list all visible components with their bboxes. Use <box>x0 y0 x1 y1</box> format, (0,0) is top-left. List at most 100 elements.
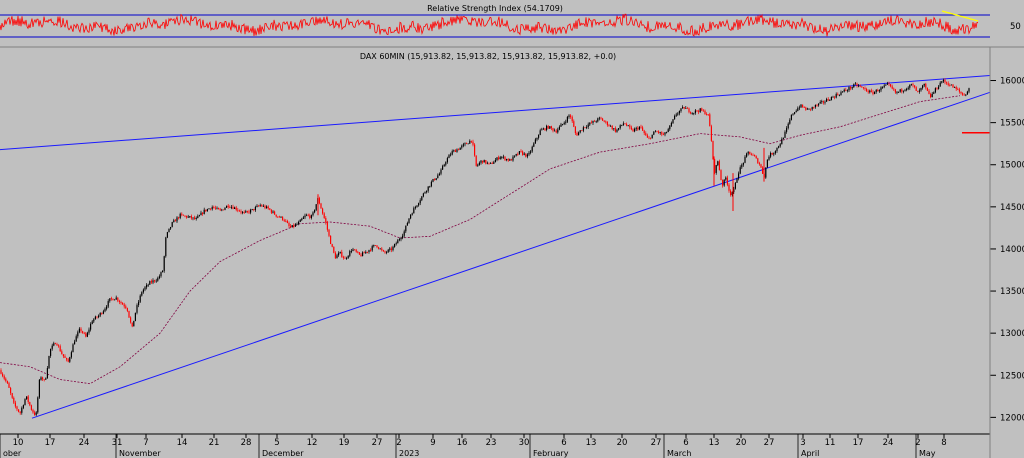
candle-body <box>606 121 608 126</box>
candle-body <box>827 99 829 101</box>
candle-body <box>837 94 839 95</box>
candle-body <box>570 115 572 117</box>
candle-body <box>582 127 584 131</box>
candle-body <box>142 289 144 293</box>
candle-body <box>949 85 951 86</box>
x-day-label: 27 <box>372 438 383 448</box>
candle-body <box>253 209 255 211</box>
candle-body <box>173 220 175 223</box>
candle-body <box>466 143 468 145</box>
y-tick-label: 12500 <box>1000 371 1024 381</box>
candle-body <box>722 180 724 186</box>
candle-body <box>277 216 279 218</box>
x-day-label: 9 <box>430 438 435 448</box>
x-month-label: March <box>667 449 691 458</box>
candle-body <box>750 154 752 156</box>
candle-body <box>219 209 221 211</box>
candle-body <box>814 105 816 108</box>
candle-body <box>514 155 516 157</box>
candle-body <box>774 151 776 154</box>
candle-body <box>264 205 266 209</box>
candle-body <box>501 157 503 158</box>
candle-body <box>427 186 429 191</box>
candle-body <box>366 251 368 253</box>
candle-body <box>938 86 940 89</box>
candle-body <box>960 91 962 94</box>
candle-body <box>405 225 407 232</box>
candle-body <box>917 91 919 92</box>
candle-body <box>413 208 415 214</box>
candle-body <box>59 346 61 352</box>
candle-body <box>898 91 900 93</box>
candle-body <box>878 90 880 92</box>
x-day-label: 10 <box>13 438 24 448</box>
candle-body <box>144 287 146 290</box>
candle-body <box>48 356 50 369</box>
candle-body <box>565 121 567 123</box>
candle-body <box>726 177 728 185</box>
candle-body <box>720 170 722 180</box>
candle-body <box>395 243 397 244</box>
candle-body <box>909 84 911 88</box>
candle-body <box>664 132 666 135</box>
candle-body <box>933 92 935 94</box>
candle-body <box>197 216 199 218</box>
candle-body <box>546 125 548 130</box>
candle-body <box>310 215 312 218</box>
candle-body <box>922 85 924 88</box>
candle-body <box>349 251 351 256</box>
candle-body <box>82 331 84 333</box>
candle-body <box>154 280 156 282</box>
candle-body <box>445 162 447 165</box>
candle-body <box>250 209 252 213</box>
x-day-label: 13 <box>709 438 720 448</box>
candle-body <box>757 158 759 164</box>
candle-body <box>168 228 170 233</box>
candle-body <box>318 198 320 204</box>
candle-body <box>128 310 130 318</box>
x-month-label: November <box>119 449 161 458</box>
candle-body <box>491 163 493 164</box>
candle-body <box>370 250 372 251</box>
x-month-label: ober <box>3 449 22 458</box>
candle-body <box>381 248 383 251</box>
candle-body <box>914 85 916 88</box>
candle-body <box>882 87 884 88</box>
candle-body <box>213 207 215 208</box>
candle-body <box>472 141 474 145</box>
candle-body <box>666 132 668 133</box>
candle-body <box>586 127 588 128</box>
candle-body <box>645 133 647 136</box>
candle-body <box>256 205 258 207</box>
candle-body <box>24 399 26 406</box>
candle-body <box>680 108 682 112</box>
candle-body <box>110 298 112 300</box>
candle-body <box>438 173 440 176</box>
candle-body <box>62 354 64 357</box>
candle-body <box>278 216 280 218</box>
candle-body <box>587 124 589 127</box>
candle-body <box>2 373 4 377</box>
candle-body <box>130 317 132 323</box>
x-month-label: 2023 <box>399 449 419 458</box>
candle-body <box>499 157 501 159</box>
candle-body <box>334 252 336 259</box>
candle-body <box>947 83 949 86</box>
candle-body <box>299 219 301 222</box>
candle-body <box>158 276 160 279</box>
candle-body <box>344 257 346 259</box>
candle-body <box>486 162 488 164</box>
candle-body <box>613 128 615 130</box>
x-day-label: 30 <box>519 438 530 448</box>
candle-body <box>80 328 82 332</box>
candle-body <box>38 379 40 398</box>
candle-body <box>691 113 693 114</box>
candle-body <box>736 178 738 183</box>
candle-body <box>787 123 789 129</box>
candle-body <box>285 220 287 222</box>
candle-body <box>171 222 173 227</box>
candle-body <box>261 205 263 207</box>
candle-body <box>877 89 879 92</box>
candle-body <box>592 120 594 123</box>
candle-body <box>893 88 895 90</box>
